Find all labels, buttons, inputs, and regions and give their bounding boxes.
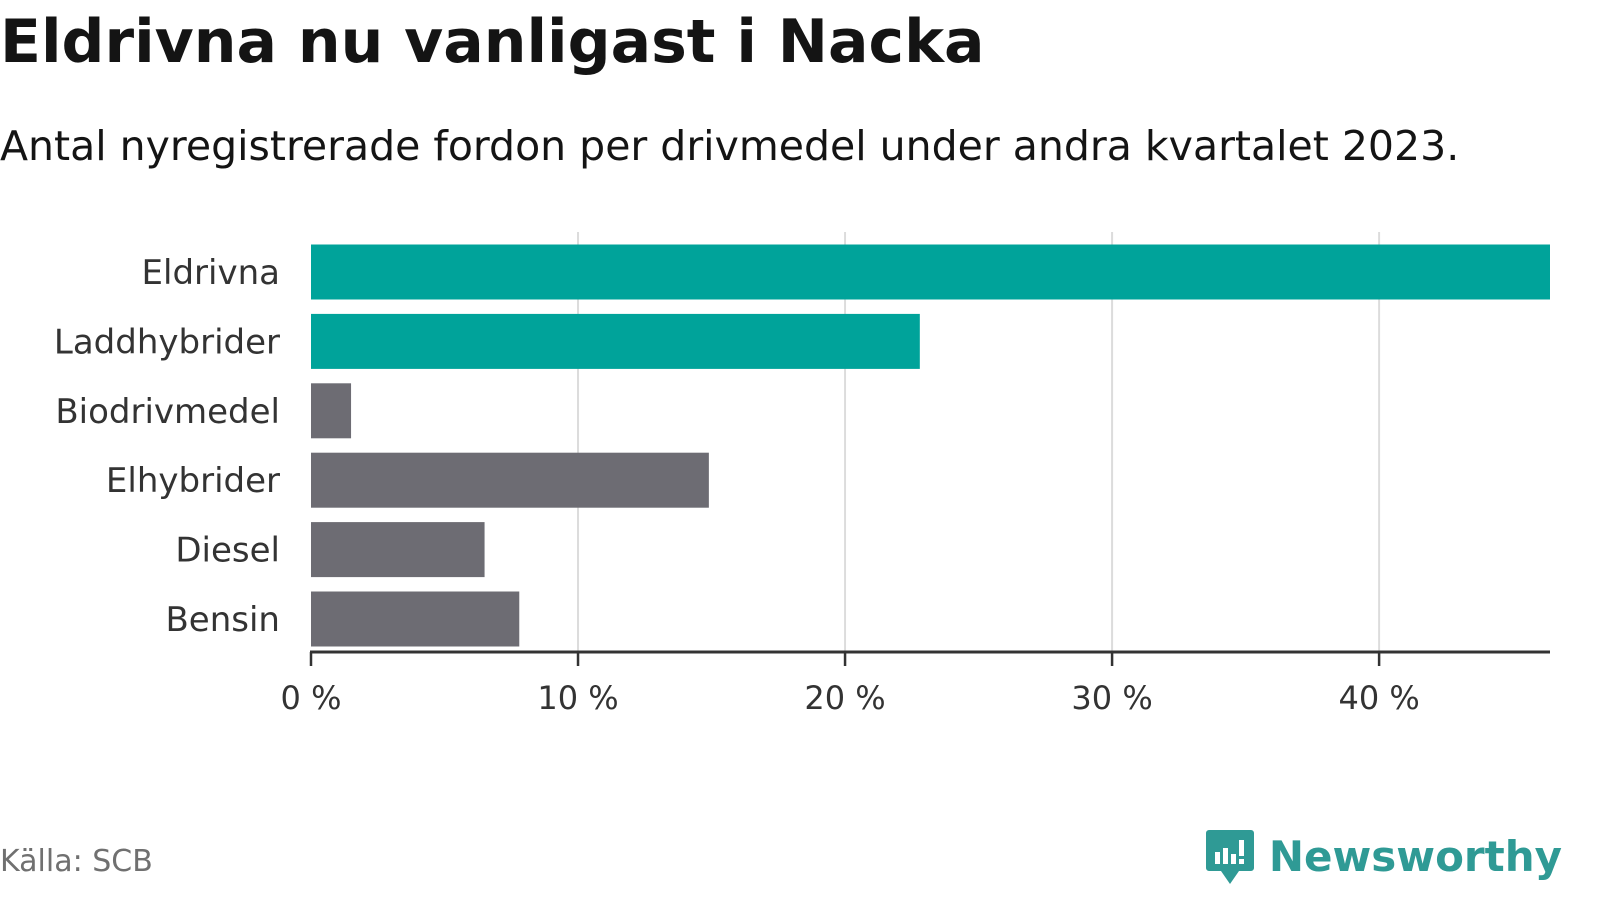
x-axis: 0 % 10 % 20 % 30 % 40 % bbox=[281, 650, 1550, 717]
x-tick-label: 10 % bbox=[537, 679, 618, 717]
bar-biodrivmedel bbox=[311, 383, 352, 439]
bar-diesel bbox=[311, 522, 485, 578]
chart-subtitle: Antal nyregistrerade fordon per drivmede… bbox=[0, 122, 1460, 170]
x-tick-label: 20 % bbox=[804, 679, 885, 717]
bars bbox=[311, 244, 1550, 647]
gridlines bbox=[577, 232, 1381, 652]
brand-logo: Newsworthy bbox=[1205, 824, 1562, 890]
source-note: Källa: SCB bbox=[0, 844, 153, 879]
x-tick-label: 0 % bbox=[281, 679, 342, 717]
bar-elhybrider bbox=[311, 452, 709, 508]
category-label: Biodrivmedel bbox=[55, 392, 280, 432]
category-labels: Eldrivna Laddhybrider Biodrivmedel Elhybrid… bbox=[54, 253, 280, 640]
category-label: Elhybrider bbox=[106, 461, 280, 501]
chart-title: Eldrivna nu vanligast i Nacka bbox=[0, 7, 985, 77]
category-label: Laddhybrider bbox=[54, 322, 280, 362]
category-label: Diesel bbox=[175, 531, 280, 571]
bar-laddhybrider bbox=[311, 313, 920, 369]
x-tick-label: 40 % bbox=[1338, 679, 1419, 717]
bar-eldrivna bbox=[311, 244, 1550, 300]
bar-bensin bbox=[311, 591, 520, 647]
category-label: Eldrivna bbox=[142, 253, 280, 293]
brand-name: Newsworthy bbox=[1268, 832, 1562, 881]
x-tick-label: 30 % bbox=[1071, 679, 1152, 717]
newsworthy-logo-icon bbox=[1205, 830, 1254, 884]
category-label: Bensin bbox=[165, 600, 280, 640]
